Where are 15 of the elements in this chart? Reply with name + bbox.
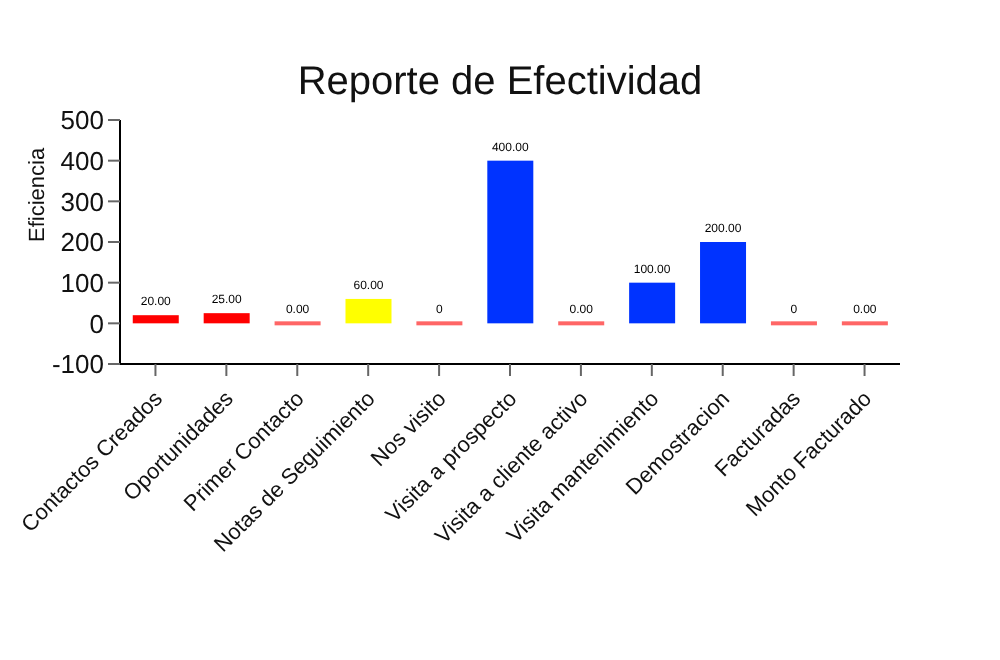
bar bbox=[487, 160, 534, 324]
y-axis-title: Eficiencia bbox=[25, 146, 50, 242]
chart-title: Reporte de Efectividad bbox=[295, 60, 705, 106]
bar bbox=[132, 315, 179, 324]
y-tick-label: -100 bbox=[51, 349, 104, 380]
bar bbox=[629, 282, 676, 324]
y-tick-label: 200 bbox=[60, 227, 104, 258]
y-tick-label: 400 bbox=[60, 145, 104, 176]
bar bbox=[203, 313, 250, 324]
y-tick-label: 500 bbox=[60, 105, 104, 136]
bar bbox=[345, 298, 392, 324]
y-tick-label: 0 bbox=[89, 308, 104, 339]
y-tick-label: 300 bbox=[60, 186, 104, 217]
y-tick-label: 100 bbox=[60, 267, 104, 298]
bar bbox=[700, 242, 747, 324]
